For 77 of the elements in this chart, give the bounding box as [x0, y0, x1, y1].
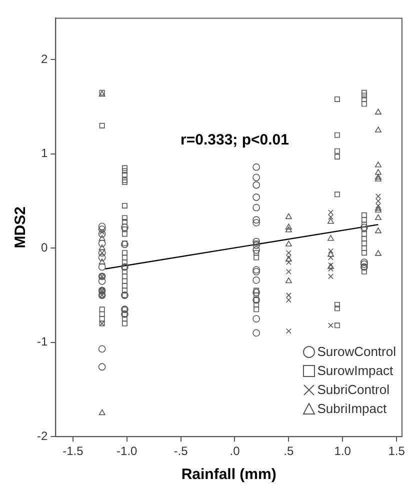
point	[286, 268, 292, 274]
point	[252, 218, 260, 226]
point	[98, 254, 106, 262]
point	[98, 277, 106, 285]
y-tick-label: -1	[37, 334, 48, 349]
point	[98, 230, 106, 238]
legend-label: SubriImpact	[317, 400, 387, 418]
point	[98, 263, 106, 271]
point	[252, 194, 260, 201]
x-axis-title: Rainfall (mm)	[181, 466, 276, 484]
x-tick-label: -1.5	[62, 444, 84, 458]
point	[285, 224, 292, 230]
point	[98, 409, 106, 416]
point	[252, 204, 260, 212]
point	[252, 163, 260, 171]
point	[374, 162, 382, 168]
y-tick-label: -2	[37, 428, 48, 443]
point	[374, 108, 382, 114]
point	[360, 258, 368, 266]
y-tick-label: 0	[40, 240, 48, 254]
point	[98, 240, 106, 248]
point	[252, 242, 260, 250]
point	[98, 222, 106, 230]
point	[374, 227, 382, 234]
point	[328, 251, 334, 257]
y-tick-label: 1	[40, 146, 48, 160]
x-tick-label: .5	[284, 444, 294, 458]
point	[252, 216, 260, 224]
point	[252, 181, 260, 189]
y-axis-title: MDS2	[12, 206, 30, 248]
point	[252, 276, 260, 284]
point	[285, 213, 292, 220]
point	[98, 90, 106, 97]
point	[328, 274, 334, 280]
legend-label: SubriControl	[317, 381, 390, 399]
x-tick-label: -1.0	[116, 444, 138, 458]
point	[252, 288, 260, 296]
point	[252, 315, 260, 323]
point	[360, 260, 368, 268]
point	[374, 250, 382, 256]
point	[374, 169, 382, 175]
point	[252, 238, 260, 246]
point	[286, 328, 292, 334]
legend-label: SurowControl	[317, 343, 396, 361]
point	[374, 206, 382, 212]
x-tick-label: 1.5	[388, 444, 406, 458]
point	[98, 345, 106, 353]
point	[285, 226, 292, 232]
point	[252, 174, 260, 182]
point	[98, 258, 106, 264]
point	[98, 244, 106, 250]
point	[99, 229, 105, 235]
point	[98, 235, 106, 241]
y-tick-label: 2	[40, 52, 48, 66]
point	[360, 263, 368, 271]
point	[374, 176, 382, 182]
point	[328, 235, 334, 241]
point	[121, 240, 128, 248]
x-tick-label: .0	[230, 444, 240, 458]
point	[360, 224, 368, 232]
point	[328, 266, 334, 272]
x-tick-label: -.5	[174, 444, 188, 458]
point	[328, 322, 334, 328]
point	[121, 224, 128, 232]
point	[285, 277, 292, 284]
x-tick-label: 1.0	[334, 444, 352, 458]
point	[98, 363, 106, 371]
point	[252, 246, 260, 254]
point	[374, 214, 382, 220]
annotation: r=0.333; p<0.01	[180, 131, 289, 148]
point	[374, 126, 382, 132]
legend-label: SurowImpact	[317, 362, 394, 380]
point	[285, 240, 292, 246]
point	[328, 218, 334, 224]
point	[252, 329, 260, 337]
point	[374, 174, 382, 180]
point	[98, 226, 106, 233]
